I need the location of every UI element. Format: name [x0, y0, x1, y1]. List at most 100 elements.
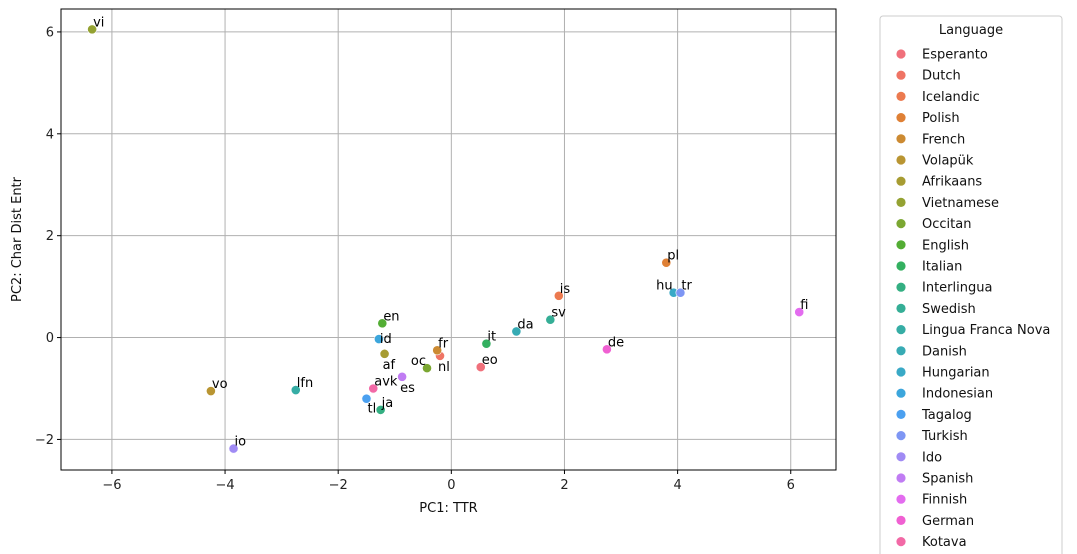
point-label-hu: hu [656, 279, 672, 294]
point-label-de: de [608, 335, 624, 350]
legend-entry-label: Italian [922, 260, 962, 275]
legend-entry-label: German [922, 514, 974, 529]
x-tick-label: −6 [102, 478, 121, 493]
legend-entry-label: Tagalog [921, 408, 972, 423]
data-point-de [601, 344, 612, 355]
legend-entry-label: Afrikaans [922, 175, 982, 190]
legend-marker [896, 515, 906, 526]
legend-marker [896, 113, 906, 123]
data-point-vo [206, 386, 216, 396]
point-label-en: en [383, 309, 399, 324]
point-label-af: af [383, 358, 396, 373]
legend-marker [896, 346, 906, 356]
data-point-vi [87, 24, 98, 35]
legend-entry-label: French [922, 132, 965, 147]
legend-entry-label: Kotava [922, 535, 967, 550]
legend-entry-label: Ido [922, 450, 942, 465]
legend-marker [896, 176, 906, 186]
legend-entry-label: Danish [922, 344, 967, 359]
legend-entry-label: Polish [922, 111, 960, 126]
point-label-pl: pl [667, 249, 679, 264]
point-label-avk: avk [374, 374, 398, 389]
legend-title: Language [939, 23, 1003, 38]
point-label-eo: eo [482, 353, 498, 368]
legend-marker [896, 388, 906, 398]
point-label-is: is [560, 282, 571, 297]
y-tick-label: 2 [46, 229, 54, 244]
data-point-it [481, 338, 492, 349]
legend-marker [896, 70, 906, 80]
legend-entry-label: Lingua Franca Nova [922, 323, 1050, 338]
x-tick-label: 0 [447, 478, 455, 493]
legend-entry-label: Hungarian [922, 366, 990, 381]
x-tick-label: −4 [215, 478, 234, 493]
legend-marker [896, 240, 906, 250]
legend-marker [896, 494, 906, 504]
x-tick-label: −2 [329, 478, 348, 493]
y-tick-label: 0 [46, 331, 54, 346]
plot-area-frame [60, 8, 837, 471]
legend-box [879, 15, 1063, 554]
legend-marker [896, 367, 906, 377]
y-axis-label: PC2: Char Dist Entr [10, 176, 25, 302]
point-label-sv: sv [551, 306, 566, 321]
point-label-fi: fi [800, 298, 808, 313]
legend-entry-label: Indonesian [922, 387, 993, 402]
y-axis-ticks: −2 0 2 4 6 [35, 25, 61, 448]
point-label-ja: ja [381, 396, 394, 411]
x-axis-ticks: −6 −4 −2 0 2 4 6 [102, 470, 795, 493]
legend-entries: Esperanto Dutch Icelandic Polish French Volap… [896, 48, 1050, 550]
y-tick-label: 6 [46, 25, 54, 40]
legend-marker [896, 431, 906, 441]
point-label-tl: tl [367, 402, 376, 417]
x-tick-label: 4 [673, 478, 681, 493]
data-point-fr [432, 345, 443, 356]
legend-marker [896, 303, 906, 313]
legend-marker [896, 155, 906, 165]
legend-entry-label: Occitan [922, 217, 971, 232]
data-point-oc [422, 363, 432, 374]
legend-entry-label: English [922, 238, 969, 253]
legend-marker [896, 409, 906, 419]
legend-marker [896, 325, 906, 335]
data-point-id [374, 334, 384, 344]
point-label-it: it [487, 330, 496, 345]
data-point-ja [375, 404, 386, 415]
y-tick-label: 4 [46, 127, 54, 142]
data-point-avk [368, 383, 379, 394]
legend-marker [896, 452, 906, 462]
data-point-es [397, 371, 408, 382]
legend-marker [896, 261, 906, 271]
data-point-pl [661, 257, 672, 268]
data-point-io [228, 443, 239, 454]
point-label-es: es [400, 381, 415, 396]
legend-entry-label: Vietnamese [922, 196, 999, 211]
legend-marker [896, 49, 906, 59]
legend-entry-label: Spanish [922, 472, 973, 487]
legend-marker [896, 537, 906, 547]
data-point-da [511, 326, 522, 337]
y-tick-label: −2 [35, 433, 54, 448]
legend-marker [896, 282, 906, 292]
legend-entry-label: Swedish [922, 302, 976, 317]
legend-entry-label: Turkish [921, 429, 968, 444]
point-label-da: da [517, 317, 533, 332]
point-label-io: io [235, 435, 247, 450]
point-label-lfn: lfn [297, 376, 313, 391]
data-point-tr [675, 287, 686, 298]
data-point-af [379, 348, 390, 359]
point-label-tr: tr [681, 279, 692, 294]
data-point-is [553, 290, 564, 301]
data-point-eo [475, 362, 486, 373]
legend-marker [896, 219, 906, 229]
point-label-vo: vo [212, 377, 228, 392]
legend-entry-label: Finnish [922, 493, 967, 508]
grid-lines [61, 9, 836, 470]
legend-marker [896, 197, 906, 207]
x-tick-label: 2 [560, 478, 568, 493]
data-point-sv [545, 314, 556, 325]
point-label-nl: nl [438, 360, 450, 375]
legend: Language Esperanto Dutch Icelandic Polish Fr… [879, 15, 1063, 554]
